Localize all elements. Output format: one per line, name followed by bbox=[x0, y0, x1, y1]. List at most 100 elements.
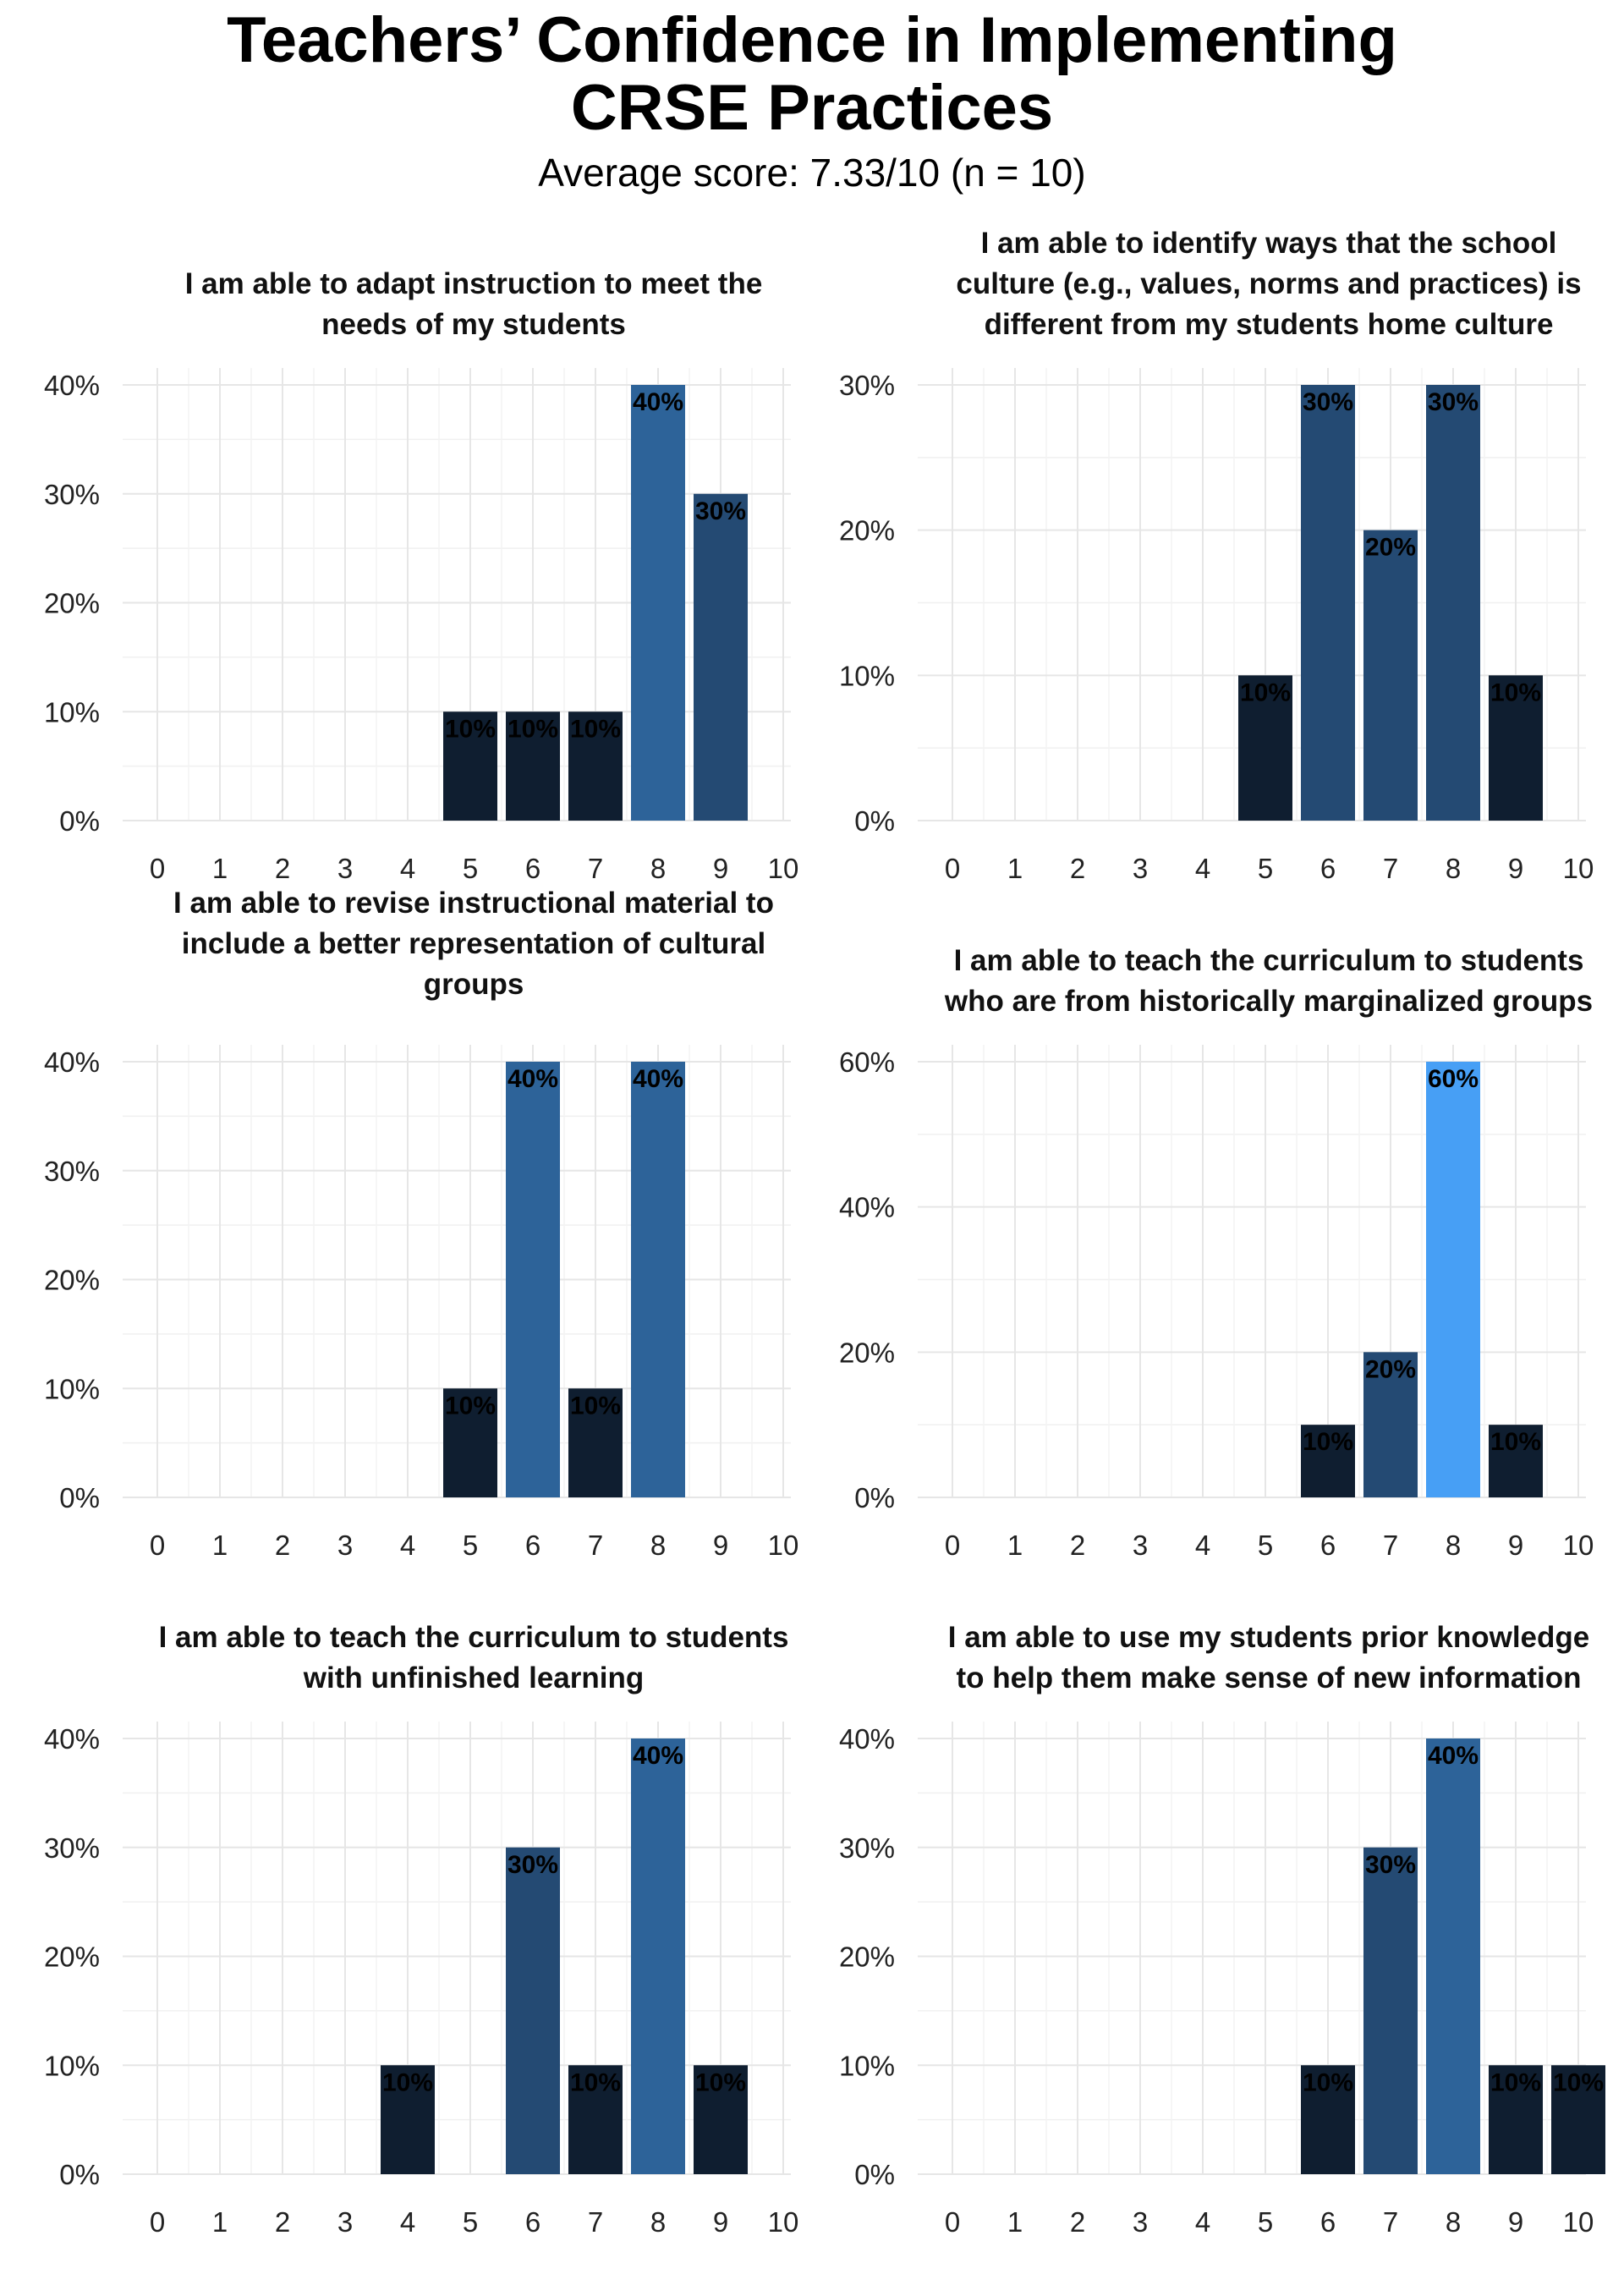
chart-title-line: I am able to revise instructional materi… bbox=[173, 887, 774, 920]
bar bbox=[631, 1062, 685, 1497]
x-tick-label: 0 bbox=[150, 1530, 165, 1561]
x-tick-label: 1 bbox=[212, 2206, 228, 2238]
x-tick-label: 4 bbox=[400, 2206, 415, 2238]
bar-value-label: 40% bbox=[1428, 1742, 1479, 1770]
x-tick-label: 6 bbox=[1320, 1530, 1336, 1561]
bar bbox=[1551, 2065, 1605, 2174]
y-tick-label: 0% bbox=[854, 2159, 895, 2190]
x-tick-label: 10 bbox=[768, 853, 799, 884]
x-tick-label: 7 bbox=[588, 1530, 603, 1561]
bar-value-label: 30% bbox=[695, 497, 746, 525]
x-tick-label: 10 bbox=[1563, 2206, 1594, 2238]
x-tick-label: 5 bbox=[463, 853, 478, 884]
y-tick-label: 10% bbox=[44, 2050, 100, 2081]
chart-plot: 0% 10% 20% 30% 0 1 2 3 4 5 6 7 8 9 10 10% 30% 20% 30% 10% bbox=[839, 368, 1594, 884]
x-tick-label: 7 bbox=[1383, 1530, 1398, 1561]
x-tick-label: 8 bbox=[650, 2206, 666, 2238]
x-tick-label: 3 bbox=[337, 853, 353, 884]
x-tick-label: 7 bbox=[588, 2206, 603, 2238]
bar bbox=[631, 1738, 685, 2174]
x-tick-label: 2 bbox=[275, 2206, 290, 2238]
bar bbox=[1426, 1738, 1480, 2174]
chart-title-line: who are from historically marginalized g… bbox=[944, 985, 1594, 1018]
x-tick-label: 6 bbox=[525, 853, 540, 884]
bar-value-label: 10% bbox=[445, 1392, 496, 1420]
y-tick-label: 40% bbox=[839, 1192, 895, 1223]
bar bbox=[1363, 1847, 1418, 2174]
x-tick-label: 0 bbox=[945, 2206, 960, 2238]
y-tick-label: 0% bbox=[854, 805, 895, 837]
x-tick-label: 4 bbox=[1195, 2206, 1210, 2238]
bar-value-label: 40% bbox=[508, 1065, 558, 1093]
x-tick-label: 9 bbox=[713, 853, 728, 884]
chart-title-line: I am able to teach the curriculum to stu… bbox=[953, 944, 1584, 977]
y-tick-label: 10% bbox=[44, 1373, 100, 1404]
bar bbox=[506, 1062, 560, 1497]
x-tick-label: 9 bbox=[1508, 853, 1523, 884]
bar-value-label: 10% bbox=[1490, 2068, 1541, 2096]
x-tick-label: 4 bbox=[400, 1530, 415, 1561]
bar-value-label: 10% bbox=[508, 715, 558, 743]
bar-value-label: 10% bbox=[570, 2068, 621, 2096]
chart-plot: 0% 10% 20% 30% 40% 0 1 2 3 4 5 6 7 8 9 10 10% 10% 10% 40% 30… bbox=[44, 368, 799, 884]
x-tick-label: 8 bbox=[650, 1530, 666, 1561]
y-tick-label: 20% bbox=[44, 1265, 100, 1296]
x-tick-label: 10 bbox=[768, 2206, 799, 2238]
chart-plot: 0% 10% 20% 30% 40% 0 1 2 3 4 5 6 7 8 9 10 10% 30% 10% 40% 10… bbox=[44, 1722, 799, 2238]
chart-title-line: I am able to teach the curriculum to stu… bbox=[158, 1621, 789, 1654]
bar bbox=[568, 1388, 623, 1497]
bar bbox=[631, 385, 685, 821]
chart-title-line: I am able to use my students prior knowl… bbox=[947, 1621, 1590, 1654]
chart-title: I am able to revise instructional materi… bbox=[102, 883, 846, 1005]
chart-panel-5: 0% 10% 20% 30% 40% 0 1 2 3 4 5 6 7 8 9 10 10% 30% 10% 40% 10… bbox=[0, 1574, 812, 2250]
bar bbox=[381, 2065, 435, 2174]
chart-plot: 0% 10% 20% 30% 40% 0 1 2 3 4 5 6 7 8 9 10 10% 30% 40% 10% 10… bbox=[839, 1722, 1605, 2238]
chart-title: I am able to identify ways that the scho… bbox=[897, 223, 1624, 345]
bar bbox=[1426, 385, 1480, 821]
bar bbox=[1363, 530, 1418, 821]
chart-panel-3: 0% 10% 20% 30% 40% 0 1 2 3 4 5 6 7 8 9 10 10% 40% 10% 40% I … bbox=[0, 887, 812, 1574]
x-tick-label: 0 bbox=[150, 2206, 165, 2238]
bar-value-label: 40% bbox=[633, 1742, 683, 1770]
y-tick-label: 40% bbox=[44, 1723, 100, 1755]
x-tick-label: 0 bbox=[150, 853, 165, 884]
x-tick-label: 6 bbox=[1320, 853, 1336, 884]
x-tick-label: 7 bbox=[588, 853, 603, 884]
chart-title: I am able to teach the curriculum to stu… bbox=[897, 941, 1624, 1022]
chart-title-line: groups bbox=[423, 968, 524, 1001]
chart-title-line: I am able to identify ways that the scho… bbox=[980, 227, 1557, 260]
chart-plot: 0% 20% 40% 60% 0 1 2 3 4 5 6 7 8 9 10 10% 20% 60% 10% bbox=[839, 1045, 1594, 1561]
bar-value-label: 10% bbox=[1303, 1428, 1353, 1456]
chart-title: I am able to use my students prior knowl… bbox=[897, 1618, 1624, 1699]
y-tick-label: 40% bbox=[839, 1723, 895, 1755]
y-tick-label: 30% bbox=[44, 1832, 100, 1864]
y-tick-label: 30% bbox=[839, 370, 895, 401]
x-tick-label: 7 bbox=[1383, 2206, 1398, 2238]
x-tick-label: 8 bbox=[650, 853, 666, 884]
x-tick-label: 1 bbox=[1007, 1530, 1023, 1561]
bar-value-label: 10% bbox=[695, 2068, 746, 2096]
chart-title-line: needs of my students bbox=[321, 308, 626, 341]
y-tick-label: 10% bbox=[44, 696, 100, 728]
x-tick-label: 6 bbox=[525, 1530, 540, 1561]
bar-value-label: 30% bbox=[508, 1851, 558, 1879]
y-tick-label: 10% bbox=[839, 2050, 895, 2081]
x-tick-label: 4 bbox=[1195, 1530, 1210, 1561]
x-tick-label: 3 bbox=[337, 2206, 353, 2238]
bar-value-label: 20% bbox=[1365, 1355, 1416, 1383]
x-tick-label: 2 bbox=[275, 853, 290, 884]
x-tick-label: 9 bbox=[1508, 2206, 1523, 2238]
bar-value-label: 30% bbox=[1365, 1851, 1416, 1879]
bar-value-label: 10% bbox=[382, 2068, 433, 2096]
chart-title-line: different from my students home culture bbox=[984, 308, 1554, 341]
x-tick-label: 10 bbox=[1563, 853, 1594, 884]
bar-value-label: 30% bbox=[1428, 388, 1479, 416]
x-tick-label: 5 bbox=[1258, 2206, 1273, 2238]
bar bbox=[506, 711, 560, 821]
bar bbox=[1301, 1425, 1355, 1497]
bar-value-label: 20% bbox=[1365, 534, 1416, 562]
x-tick-label: 4 bbox=[400, 853, 415, 884]
chart-title-line: with unfinished learning bbox=[303, 1662, 645, 1695]
bar bbox=[443, 1388, 497, 1497]
bar-value-label: 10% bbox=[1553, 2068, 1604, 2096]
